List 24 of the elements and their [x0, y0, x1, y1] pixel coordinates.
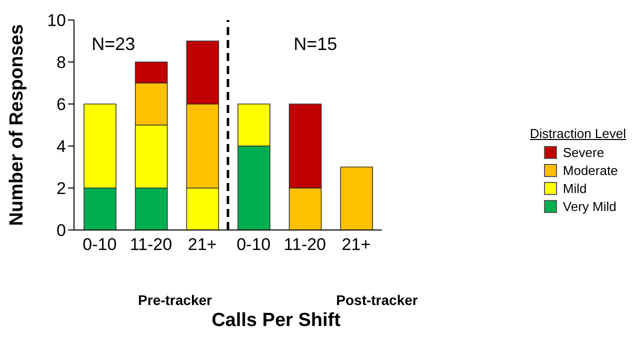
- legend-label: Moderate: [562, 162, 619, 178]
- text: Pre-tracker: [138, 292, 212, 308]
- y-tick-label: 6: [56, 95, 66, 114]
- y-tick-label: 8: [56, 53, 66, 72]
- legend-label: Mild: [562, 180, 588, 196]
- x-axis-title: Calls Per Shift: [212, 310, 340, 332]
- x-tick-label: 0-10: [82, 235, 117, 254]
- bar: [340, 166, 373, 230]
- y-tick-label: 4: [56, 137, 66, 156]
- y-tick-label: 10: [47, 11, 66, 30]
- y-tick-label: 2: [56, 179, 66, 198]
- x-tick-label: 21+: [342, 235, 371, 254]
- x-tick-label: 21+: [188, 235, 217, 254]
- x-tick-label: 11-20: [284, 235, 326, 254]
- y-tick-label: 0: [56, 221, 66, 240]
- y-axis-title: Number of Responses: [6, 24, 28, 226]
- legend-label: Very Mild: [562, 198, 618, 214]
- x-tick-label: 0-10: [236, 235, 271, 254]
- text: Post-tracker: [336, 292, 418, 308]
- legend-title: Distraction Level: [530, 126, 626, 140]
- x-tick-label: 11-20: [130, 235, 172, 254]
- legend-label: Severe: [562, 144, 606, 160]
- annotation: N=15: [294, 34, 338, 55]
- annotation: N=23: [92, 34, 136, 55]
